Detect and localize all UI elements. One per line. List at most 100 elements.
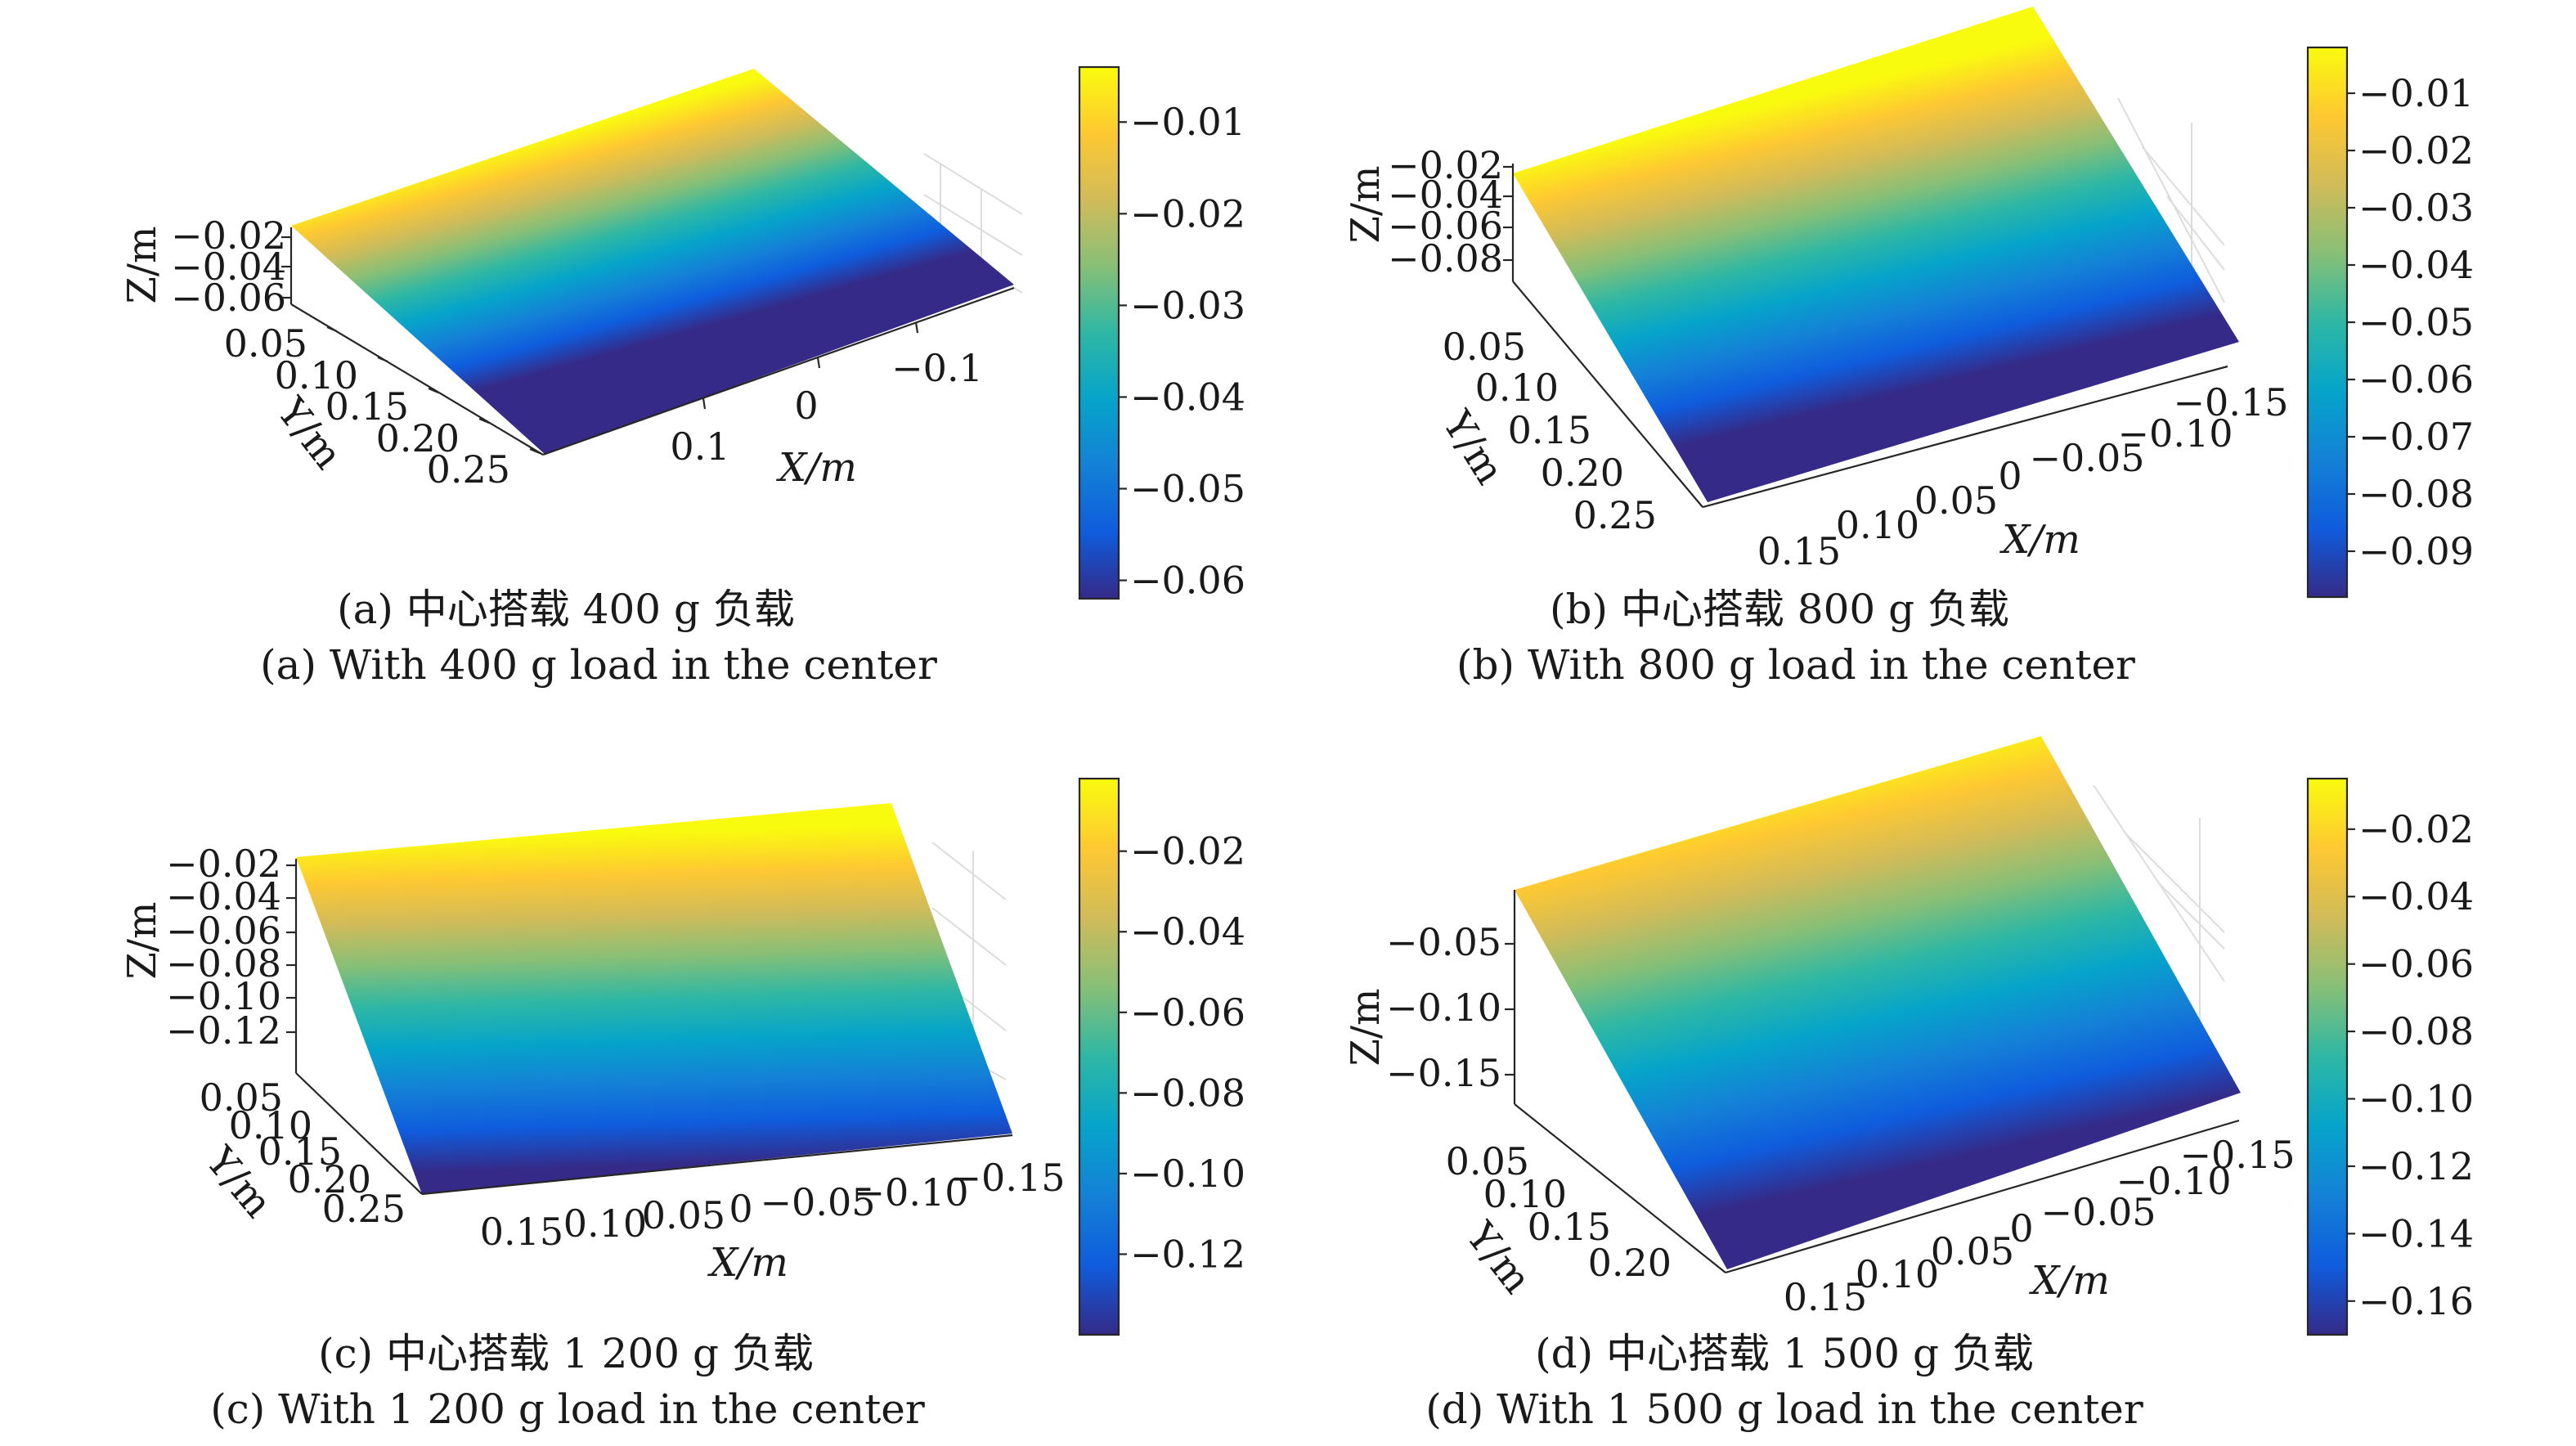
z-tick-labels-b: −0.02 −0.04 −0.06 −0.08 <box>1388 143 1503 281</box>
colorbar-tick-label: −0.14 <box>2358 1211 2474 1255</box>
z-tick-label: −0.06 <box>171 276 286 320</box>
z-tick-label: −0.02 <box>171 213 286 258</box>
caption-zh-c: (c) 中心搭载 1 200 g 负载 <box>318 1330 814 1377</box>
y-tick-labels-a: 0.05 0.10 0.15 0.20 0.25 <box>224 321 510 492</box>
colorbar-fill <box>1079 779 1119 1335</box>
x-tick-label: 0 <box>729 1187 752 1231</box>
y-tick-labels-b: 0.05 0.10 0.15 0.20 0.25 <box>1443 325 1657 537</box>
caption-en-a: (a) With 400 g load in the center <box>260 641 937 689</box>
y-tick-label: 0.15 <box>1508 408 1591 452</box>
colorbar-tick-label: −0.03 <box>2358 186 2474 230</box>
panel-d: −0.05 −0.10 −0.15 0.05 0.10 0.15 0.20 0.… <box>1343 736 2474 1433</box>
caption-zh-d: (d) 中心搭载 1 500 g 负载 <box>1535 1330 2034 1377</box>
colorbar-tick-label: −0.06 <box>2358 942 2474 986</box>
y-tick-label: 0.25 <box>427 447 510 492</box>
colorbar-tick-label: −0.01 <box>1130 100 1245 144</box>
panel-a: −0.02 −0.04 −0.06 0.05 0.10 0.15 0.20 0.… <box>119 65 1245 689</box>
caption-en-b: (b) With 800 g load in the center <box>1456 641 2135 689</box>
x-tick-label: 0.10 <box>1836 503 1919 547</box>
colorbar-tick-label: −0.04 <box>1130 375 1245 419</box>
colorbar-fill <box>2308 779 2347 1335</box>
y-tick-label: 0.05 <box>200 1076 283 1120</box>
x-tick-label: 0 <box>1998 454 2022 498</box>
y-tick-label: 0.05 <box>1446 1139 1529 1183</box>
z-axis-label-d: Z/m <box>1343 988 1389 1066</box>
colorbar-tick-label: −0.07 <box>2358 415 2474 459</box>
surface-b <box>1513 7 2239 502</box>
colorbar-ticks: −0.02 −0.04 −0.06 −0.08 −0.10 −0.12 <box>1119 829 1245 1276</box>
colorbar-tick-label: −0.05 <box>1130 467 1245 511</box>
surface-a <box>291 69 1014 455</box>
x-tick-label: −0.05 <box>2041 1190 2156 1234</box>
x-tick-label: 0 <box>794 384 818 428</box>
x-tick-label: −0.10 <box>2118 411 2233 456</box>
x-axis-label-a: X/m <box>775 445 857 491</box>
z-tick-label: −0.08 <box>166 941 281 986</box>
colorbar-tick-label: −0.10 <box>1130 1152 1245 1196</box>
x-tick-label: −0.15 <box>2180 1133 2296 1177</box>
colorbar-tick-label: −0.05 <box>2358 300 2474 344</box>
y-tick-label: 0.10 <box>275 353 358 397</box>
z-axis-label-a: Z/m <box>119 226 165 303</box>
y-tick-label: 0.15 <box>258 1129 342 1174</box>
surface-c <box>296 803 1012 1194</box>
colorbar-tick-label: −0.08 <box>1130 1071 1245 1115</box>
colorbar-tick-label: −0.12 <box>2358 1144 2474 1188</box>
colorbar-ticks: −0.02 −0.04 −0.06 −0.08 −0.10 −0.12 −0.14 −0.16 <box>2347 807 2474 1323</box>
z-tick-label: −0.15 <box>1386 1051 1501 1095</box>
y-tick-label: 0.10 <box>1475 366 1559 410</box>
x-tick-label: −0.10 <box>854 1170 969 1215</box>
x-tick-label: 0.10 <box>563 1201 647 1246</box>
z-tick-labels-c: −0.02 −0.04 −0.06 −0.08 −0.10 −0.12 <box>166 842 281 1053</box>
z-tick-labels-d: −0.05 −0.10 −0.15 <box>1386 920 1501 1095</box>
z-axis-label-b: Z/m <box>1343 165 1389 243</box>
colorbar-tick-label: −0.04 <box>1130 909 1245 954</box>
z-tick-label: −0.10 <box>166 974 281 1018</box>
x-axis-label-d: X/m <box>2028 1258 2110 1304</box>
axes-a <box>281 227 1015 456</box>
y-axis-label-b: Y/m <box>1434 402 1514 492</box>
panel-c: −0.02 −0.04 −0.06 −0.08 −0.10 −0.12 0.05… <box>119 777 1245 1433</box>
z-tick-label: −0.06 <box>166 909 281 953</box>
colorbar-tick-label: −0.02 <box>2358 128 2474 173</box>
x-tick-label: 0.05 <box>642 1193 725 1237</box>
axes-c <box>286 859 1013 1196</box>
x-tick-label: 0.10 <box>1856 1252 1939 1296</box>
z-tick-labels-a: −0.02 −0.04 −0.06 <box>171 213 286 320</box>
surface-d <box>1515 736 2241 1269</box>
colorbar-tick-label: −0.01 <box>2358 71 2474 115</box>
x-tick-labels-c: 0.15 0.10 0.05 0 −0.05 −0.10 −0.15 <box>480 1156 1066 1254</box>
colorbar-tick-label: −0.04 <box>2358 874 2474 918</box>
x-tick-label: 0.05 <box>1931 1229 2014 1273</box>
y-tick-label: 0.15 <box>325 384 409 429</box>
y-tick-label: 0.10 <box>229 1103 312 1147</box>
y-tick-labels-d: 0.05 0.10 0.15 0.20 <box>1446 1139 1672 1285</box>
colorbar-a: −0.01 −0.02 −0.03 −0.04 −0.05 −0.06 <box>1078 65 1245 603</box>
z-tick-label: −0.02 <box>166 842 281 886</box>
caption-en-d: (d) With 1 500 g load in the center <box>1425 1385 2143 1433</box>
colorbar-tick-label: −0.12 <box>1130 1232 1245 1276</box>
y-tick-label: 0.05 <box>1443 325 1526 369</box>
y-tick-label: 0.25 <box>1573 493 1657 537</box>
colorbar-tick-label: −0.02 <box>1130 191 1245 236</box>
x-tick-label: −0.1 <box>891 346 983 390</box>
z-axis-label-c: Z/m <box>119 901 165 979</box>
colorbar-ticks: −0.01 −0.02 −0.03 −0.04 −0.05 −0.06 −0.07 −0.08… <box>2347 71 2474 573</box>
colorbar-d: −0.02 −0.04 −0.06 −0.08 −0.10 −0.12 −0.14 −0.16 <box>2306 777 2474 1336</box>
x-tick-label: 0.15 <box>1757 529 1841 573</box>
y-tick-label: 0.20 <box>288 1157 371 1201</box>
y-tick-label: 0.20 <box>1588 1241 1672 1285</box>
x-tick-label: −0.05 <box>761 1180 876 1224</box>
axes-b <box>1503 164 2228 509</box>
colorbar-b: −0.01 −0.02 −0.03 −0.04 −0.05 −0.06 −0.07 −0.08… <box>2306 46 2474 599</box>
colorbar-tick-label: −0.08 <box>2358 472 2474 516</box>
y-tick-label: 0.10 <box>1483 1172 1567 1216</box>
colorbar-tick-label: −0.02 <box>2358 807 2474 851</box>
x-tick-label: −0.15 <box>2174 380 2289 424</box>
x-tick-labels-d: 0.15 0.10 0.05 0 −0.05 −0.10 −0.15 <box>1784 1133 2296 1319</box>
z-tick-label: −0.05 <box>1386 920 1501 964</box>
colorbar-tick-label: −0.06 <box>1130 990 1245 1035</box>
colorbar-tick-label: −0.09 <box>2358 529 2474 573</box>
x-tick-label: 0.15 <box>480 1210 563 1254</box>
x-tick-label: 0 <box>2009 1206 2033 1251</box>
